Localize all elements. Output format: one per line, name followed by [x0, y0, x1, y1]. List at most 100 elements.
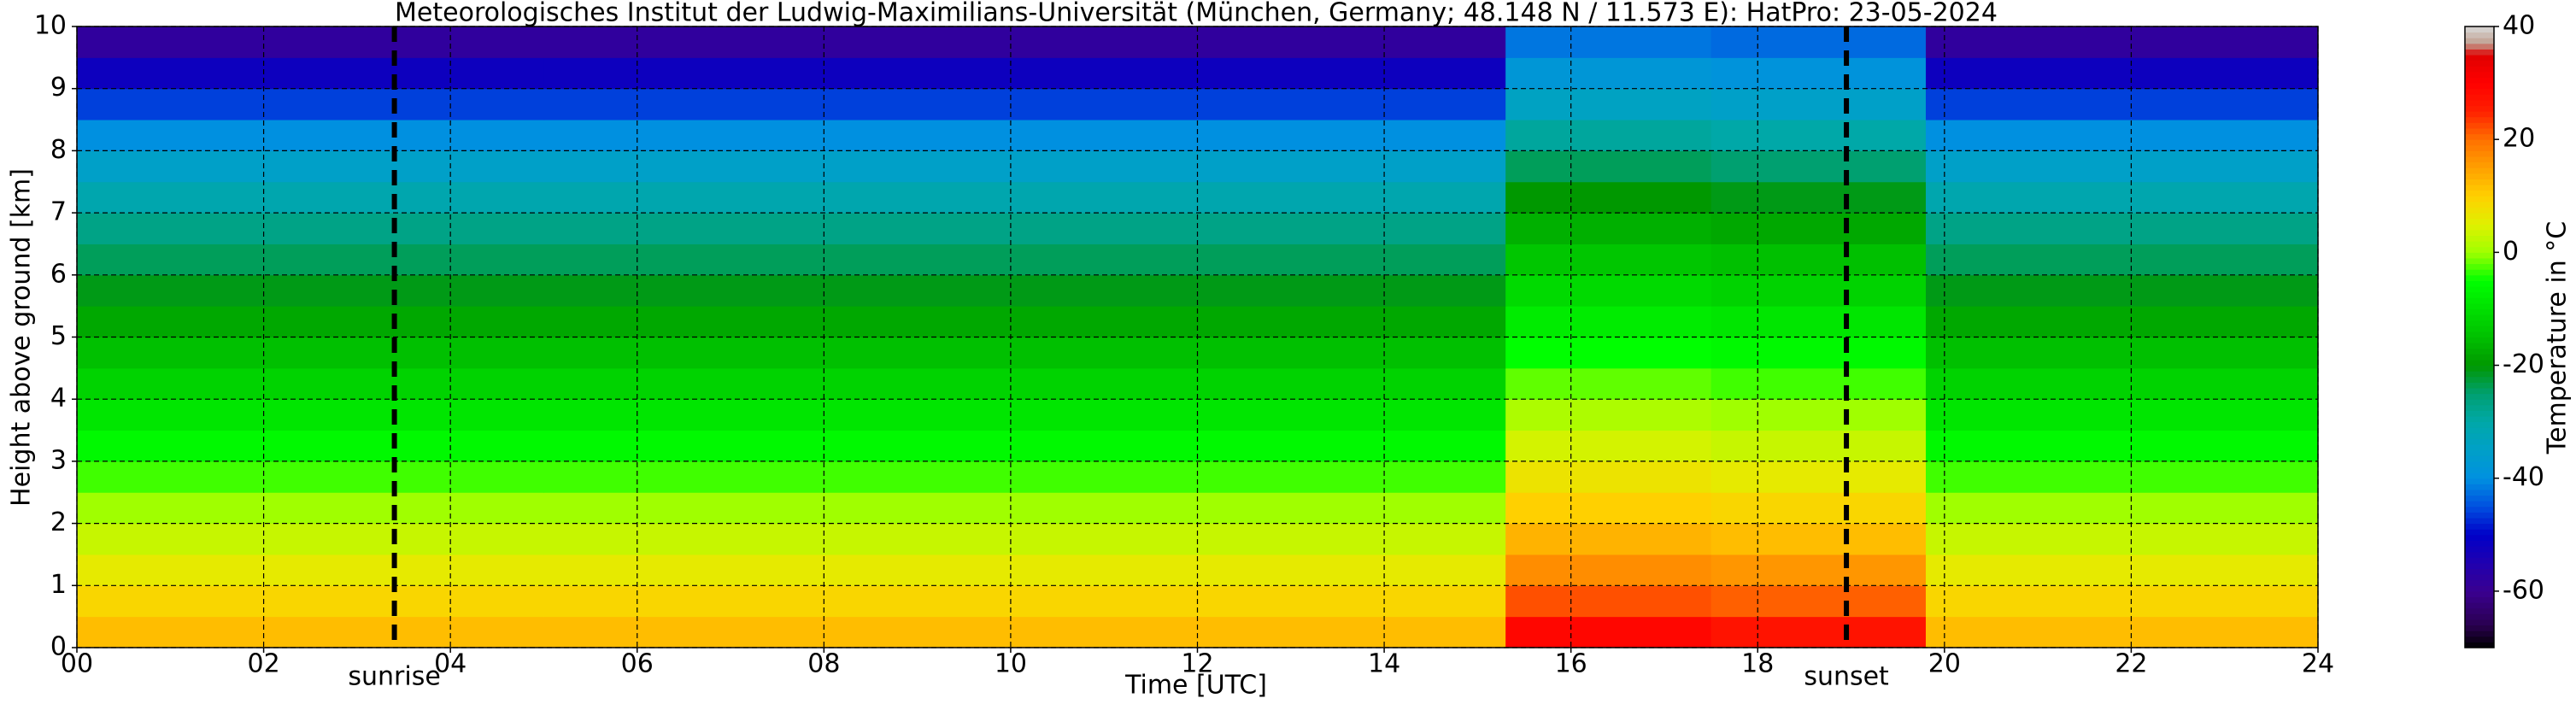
- x-tick-label: 24: [2302, 649, 2334, 679]
- heat-cell: [1505, 243, 1712, 276]
- colorbar-segment: [2465, 613, 2494, 620]
- heat-cell: [1925, 243, 2319, 276]
- colorbar-segment: [2465, 286, 2494, 293]
- x-tick-label: 08: [807, 649, 840, 679]
- y-tick-label: 9: [50, 73, 67, 103]
- colorbar-segment: [2465, 546, 2494, 553]
- colorbar-segment: [2465, 55, 2494, 62]
- heat-cell: [1010, 213, 1506, 244]
- x-tick-label: 02: [247, 649, 279, 679]
- colorbar-segment: [2465, 116, 2494, 123]
- heat-cell: [1010, 585, 1506, 618]
- colorbar-segment: [2465, 246, 2494, 253]
- heat-cell: [543, 523, 1012, 555]
- colorbar-segment: [2465, 585, 2494, 592]
- heat-cell: [1710, 120, 1927, 151]
- y-tick-label: 3: [50, 445, 67, 475]
- heat-cell: [1010, 492, 1506, 525]
- heat-cell: [1710, 616, 1927, 648]
- heat-cell: [77, 616, 544, 648]
- colorbar-segment: [2465, 257, 2494, 265]
- heat-cell: [77, 88, 544, 120]
- colorbar-segment: [2465, 348, 2494, 355]
- colorbar-segment: [2465, 466, 2494, 473]
- heat-cell: [1925, 306, 2319, 337]
- colorbar-segment: [2465, 444, 2494, 451]
- heat-cell: [1505, 181, 1712, 214]
- heat-cell: [1010, 616, 1506, 648]
- heat-cell: [1505, 492, 1712, 525]
- colorbar-segment: [2465, 399, 2494, 406]
- colorbar-segment: [2465, 167, 2494, 174]
- colorbar-segment: [2465, 517, 2494, 525]
- heat-cell: [543, 616, 1012, 648]
- heat-cell: [1925, 57, 2319, 90]
- heat-cell: [77, 243, 544, 276]
- heat-cell: [543, 26, 1012, 58]
- heat-cell: [1505, 337, 1712, 369]
- heat-cell: [543, 585, 1012, 618]
- colorbar-segment: [2465, 472, 2494, 479]
- y-tick-label: 2: [50, 507, 67, 537]
- colorbar-segment: [2465, 326, 2494, 332]
- colorbar-segment: [2465, 49, 2494, 56]
- colorbar-segment: [2465, 393, 2494, 400]
- heat-cell: [77, 337, 544, 369]
- heat-cell: [1710, 88, 1927, 120]
- heat-cell: [1710, 26, 1927, 58]
- heat-cell: [77, 554, 544, 586]
- colorbar-tick-label: 20: [2503, 124, 2535, 154]
- heat-cell: [1505, 120, 1712, 151]
- colorbar-segment: [2465, 534, 2494, 541]
- heat-cell: [77, 430, 544, 462]
- colorbar-segment: [2465, 501, 2494, 507]
- colorbar-segment: [2465, 156, 2494, 163]
- heat-cell: [77, 57, 544, 90]
- colorbar-segment: [2465, 512, 2494, 519]
- heat-cell: [77, 120, 544, 151]
- heat-cell: [1505, 213, 1712, 244]
- heat-cell: [1710, 57, 1927, 90]
- heat-cell: [543, 181, 1012, 214]
- colorbar-segment: [2465, 144, 2494, 151]
- heat-cell: [77, 213, 544, 244]
- colorbar-segment: [2465, 371, 2494, 378]
- colorbar-segment: [2465, 343, 2494, 349]
- heat-cell: [543, 150, 1012, 183]
- colorbar-tick-label: -60: [2503, 575, 2544, 605]
- colorbar-segment: [2465, 540, 2494, 547]
- colorbar-segment: [2465, 365, 2494, 372]
- heat-cell: [1925, 337, 2319, 369]
- colorbar-segment: [2465, 478, 2494, 484]
- colorbar-segment: [2465, 331, 2494, 337]
- heat-cell: [77, 461, 544, 493]
- colorbar-segment: [2465, 574, 2494, 581]
- heat-cell: [543, 213, 1012, 244]
- heat-cell: [1925, 367, 2319, 400]
- colorbar-segment: [2465, 562, 2494, 569]
- x-tick-label: 12: [1181, 649, 1213, 679]
- heat-cell: [1925, 274, 2319, 307]
- heat-cell: [1505, 616, 1712, 648]
- heat-cell: [77, 399, 544, 431]
- heat-cell: [1925, 523, 2319, 555]
- heat-cell: [1925, 88, 2319, 120]
- colorbar-segment: [2465, 43, 2494, 50]
- colorbar-segment: [2465, 71, 2494, 78]
- heat-cell: [1505, 274, 1712, 307]
- heat-cell: [543, 306, 1012, 337]
- colorbar-segment: [2465, 302, 2494, 309]
- x-axis-label: Time [UTC]: [1124, 671, 1267, 701]
- colorbar-frame: [2464, 26, 2495, 648]
- colorbar-segment: [2465, 173, 2494, 179]
- x-tick-label: 06: [621, 649, 654, 679]
- heat-cell: [1505, 430, 1712, 462]
- colorbar-segment: [2465, 185, 2494, 191]
- colorbar-tick-label: 0: [2503, 237, 2519, 267]
- colorbar-segment: [2465, 105, 2494, 112]
- heat-cell: [1925, 120, 2319, 151]
- x-tick-label: 20: [1928, 649, 1961, 679]
- heat-cell: [1925, 213, 2319, 244]
- colorbar-segment: [2465, 619, 2494, 626]
